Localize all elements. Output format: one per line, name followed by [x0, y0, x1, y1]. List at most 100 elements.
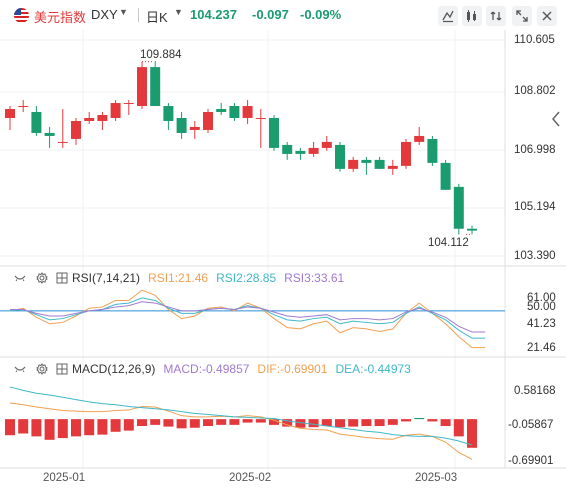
price-axis-label: 105.194	[514, 201, 556, 213]
candle-body	[440, 162, 451, 190]
chart-toolbar: 美元指数 DXY ▼ 日K ▼ 104.237 -0.097 -0.09%	[0, 0, 566, 30]
price-change: -0.097	[252, 7, 289, 22]
macd-histogram-bar	[203, 419, 213, 427]
rsi1-line	[9, 289, 486, 349]
candle-body	[374, 159, 385, 169]
rsi-panel-header: RSI(7,14,21) RSI1:21.46 RSI2:28.85 RSI3:…	[14, 269, 344, 287]
us-flag-icon	[14, 8, 29, 23]
candle-body	[453, 186, 464, 229]
candle-body	[18, 106, 29, 108]
candle-body	[321, 141, 332, 148]
rsi-axis-label: 61.00	[527, 292, 556, 304]
candle-body	[150, 67, 161, 107]
price-axis-label: 108.802	[514, 85, 556, 97]
macd-histogram-bar	[44, 419, 55, 440]
last-price: 104.237	[190, 7, 237, 22]
hide-eye-icon[interactable]	[14, 363, 26, 375]
macd-histogram-bar	[255, 419, 266, 423]
indicator-box-icon[interactable]	[56, 272, 68, 284]
interval-selector[interactable]: 日K	[146, 10, 168, 25]
collapse-panel-icon[interactable]	[548, 108, 564, 130]
macd-histogram-bar	[18, 419, 29, 434]
candle-body	[348, 159, 359, 169]
candle-body	[467, 228, 477, 231]
macd-histogram-bar	[176, 419, 187, 429]
macd-histogram-bar	[348, 419, 359, 427]
rsi2-value: RSI2:28.85	[216, 271, 277, 285]
macd-histogram-bar	[467, 419, 477, 448]
candle-body	[427, 138, 438, 163]
dif-line	[9, 402, 473, 460]
macd-histogram-bar	[242, 419, 253, 423]
candle-body	[31, 112, 42, 133]
interval-dropdown-caret-icon[interactable]: ▼	[174, 7, 183, 17]
candle-body	[295, 150, 306, 154]
chart-type-icon[interactable]	[438, 6, 458, 26]
candle-body	[57, 141, 68, 143]
macd-histogram-bar	[31, 419, 42, 437]
rsi-axis-label: 21.46	[527, 342, 556, 354]
date-axis-label: 2025-03	[415, 472, 458, 484]
price-change-percent: -0.09%	[300, 7, 342, 22]
candle-body	[189, 126, 200, 130]
macd-title[interactable]: MACD(12,26,9)	[72, 362, 156, 376]
price-axis-label: 110.605	[514, 34, 555, 46]
candle-body	[137, 67, 147, 107]
macd-histogram-bar	[137, 419, 147, 427]
candle-body	[269, 117, 279, 148]
rsi-axis-label: 41.23	[527, 318, 556, 330]
macd-axis-label: -0.69901	[508, 455, 554, 467]
rsi-axis-label: 50.00	[527, 301, 556, 313]
dea-value: DEA:-0.44973	[335, 362, 411, 376]
macd-histogram-bar	[414, 417, 425, 420]
settings-gear-icon[interactable]	[36, 363, 48, 375]
fullscreen-icon[interactable]	[512, 6, 532, 26]
macd-axis-label: 0.58168	[514, 385, 556, 397]
macd-histogram-bar	[295, 419, 306, 428]
macd-histogram-bar	[401, 419, 411, 422]
candle-body	[414, 135, 425, 142]
candle-body	[255, 117, 266, 119]
candle-body	[242, 106, 253, 118]
candle-body	[335, 144, 345, 169]
macd-histogram-bar	[321, 419, 332, 427]
high-annotation: 109.884	[140, 49, 182, 61]
candle-body	[44, 132, 55, 136]
date-axis-label: 2025-02	[229, 472, 272, 484]
macd-histogram-bar	[71, 419, 81, 437]
macd-histogram-bar	[308, 419, 319, 428]
macd-histogram-bar	[57, 419, 68, 439]
candle-body	[229, 106, 240, 118]
indicator-icon[interactable]	[462, 6, 482, 26]
compare-icon[interactable]	[486, 6, 506, 26]
hide-eye-icon[interactable]	[14, 272, 26, 284]
rsi-title[interactable]: RSI(7,14,21)	[72, 271, 141, 285]
symbol-code[interactable]: DXY	[91, 7, 118, 22]
macd-histogram-bar	[440, 419, 451, 427]
settings-gear-icon[interactable]	[36, 272, 48, 284]
symbol-name[interactable]: 美元指数	[34, 10, 87, 25]
indicator-box-icon[interactable]	[56, 363, 68, 375]
macd-histogram-bar	[5, 419, 15, 436]
macd-histogram-bar	[150, 419, 161, 425]
candle-body	[361, 159, 372, 163]
rsi2-line	[9, 297, 486, 339]
close-icon[interactable]	[537, 6, 557, 26]
candle-body	[308, 147, 319, 154]
macd-histogram-bar	[453, 419, 464, 437]
macd-histogram-bar	[427, 419, 438, 422]
rsi3-line	[10, 301, 486, 333]
macd-axis-label: -0.05867	[508, 419, 554, 431]
macd-histogram-bar	[282, 419, 293, 427]
low-annotation: 104.112	[428, 237, 469, 249]
macd-histogram-bar	[387, 419, 398, 425]
price-axis-label: 103.390	[514, 250, 556, 262]
macd-histogram-bar	[163, 419, 174, 427]
price-axis-label: 106.998	[514, 144, 556, 156]
macd-histogram-bar	[216, 419, 227, 425]
symbol-dropdown-caret-icon[interactable]: ▼	[119, 7, 128, 17]
macd-histogram-bar	[97, 419, 108, 435]
candle-body	[110, 103, 121, 118]
macd-histogram-bar	[189, 419, 200, 428]
